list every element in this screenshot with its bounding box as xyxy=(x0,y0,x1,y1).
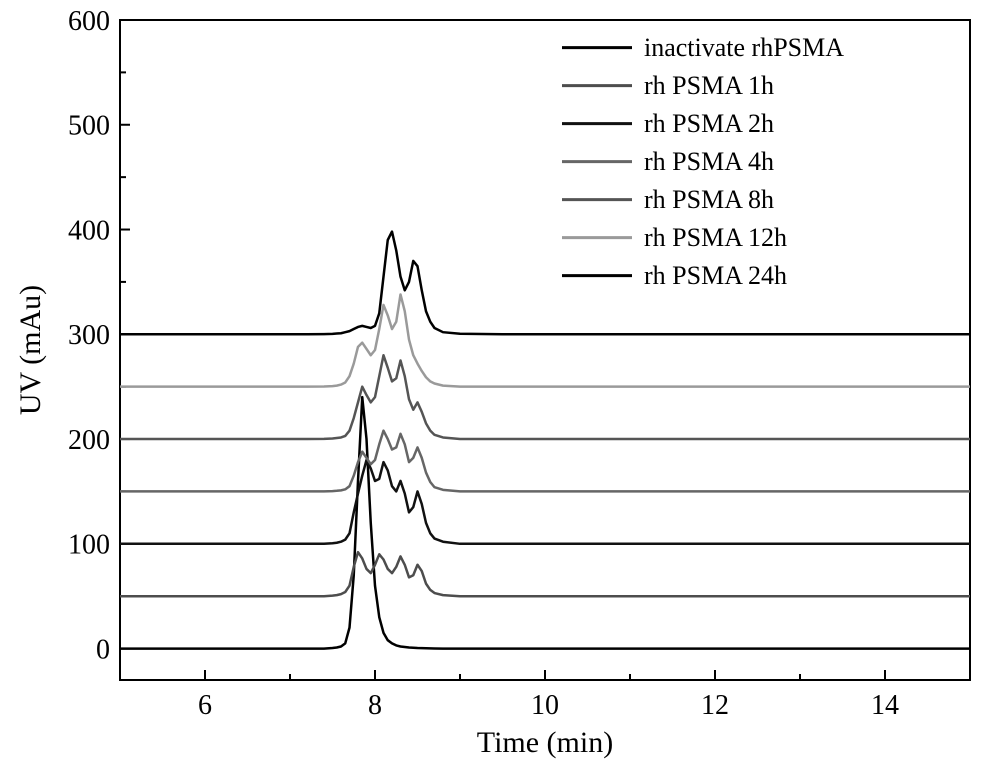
svg-text:10: 10 xyxy=(531,690,559,721)
svg-text:0: 0 xyxy=(96,634,110,665)
legend-label: rh PSMA 12h xyxy=(644,223,787,252)
legend-label: rh PSMA 1h xyxy=(644,71,774,100)
svg-text:300: 300 xyxy=(68,320,110,351)
svg-text:600: 600 xyxy=(68,6,110,37)
svg-text:14: 14 xyxy=(871,690,899,721)
legend-label: rh PSMA 4h xyxy=(644,147,774,176)
svg-text:Time (min): Time (min) xyxy=(477,726,613,759)
svg-text:8: 8 xyxy=(368,690,382,721)
svg-text:UV (mAu): UV (mAu) xyxy=(14,285,47,415)
legend-label: rh PSMA 24h xyxy=(644,261,787,290)
svg-text:400: 400 xyxy=(68,215,110,246)
svg-text:12: 12 xyxy=(701,690,729,721)
chart-container: 6 8 10 12 14 Time (min) 0 100 200 300 400 500 600 UV … xyxy=(0,0,1000,763)
legend-label: rh PSMA 2h xyxy=(644,109,774,138)
chromatogram-chart: 6 8 10 12 14 Time (min) 0 100 200 300 400 500 600 UV … xyxy=(0,0,1000,763)
svg-text:500: 500 xyxy=(68,111,110,142)
legend-label: rh PSMA 8h xyxy=(644,185,774,214)
svg-text:6: 6 xyxy=(198,690,212,721)
svg-text:100: 100 xyxy=(68,530,110,561)
legend-label: inactivate rhPSMA xyxy=(644,33,844,62)
svg-text:200: 200 xyxy=(68,425,110,456)
